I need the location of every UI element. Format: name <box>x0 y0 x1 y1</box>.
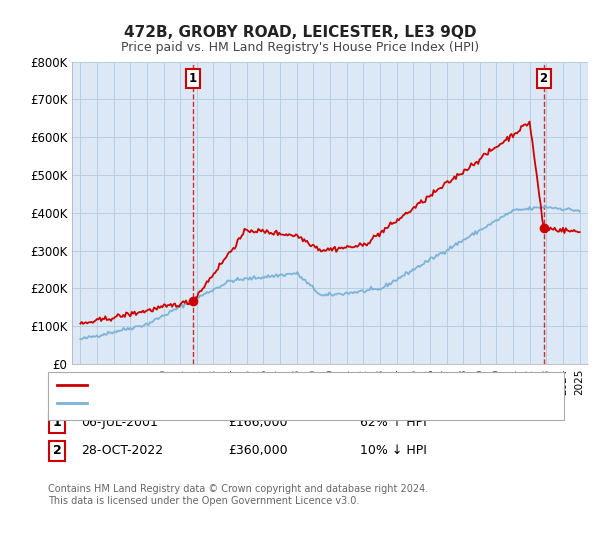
Text: Price paid vs. HM Land Registry's House Price Index (HPI): Price paid vs. HM Land Registry's House … <box>121 41 479 54</box>
Text: Contains HM Land Registry data © Crown copyright and database right 2024.
This d: Contains HM Land Registry data © Crown c… <box>48 484 428 506</box>
Text: 472B, GROBY ROAD, LEICESTER, LE3 9QD (detached house): 472B, GROBY ROAD, LEICESTER, LE3 9QD (de… <box>93 380 428 390</box>
Text: 472B, GROBY ROAD, LEICESTER, LE3 9QD: 472B, GROBY ROAD, LEICESTER, LE3 9QD <box>124 25 476 40</box>
Text: 1: 1 <box>53 416 61 430</box>
Text: 1: 1 <box>188 72 197 85</box>
Text: 10% ↓ HPI: 10% ↓ HPI <box>360 444 427 458</box>
Text: 2: 2 <box>53 444 61 458</box>
Text: 2: 2 <box>539 72 548 85</box>
Text: £360,000: £360,000 <box>228 444 287 458</box>
Text: 62% ↑ HPI: 62% ↑ HPI <box>360 416 427 430</box>
Text: £166,000: £166,000 <box>228 416 287 430</box>
Text: 06-JUL-2001: 06-JUL-2001 <box>81 416 158 430</box>
Text: HPI: Average price, detached house, Leicester: HPI: Average price, detached house, Leic… <box>93 398 350 408</box>
Text: 28-OCT-2022: 28-OCT-2022 <box>81 444 163 458</box>
